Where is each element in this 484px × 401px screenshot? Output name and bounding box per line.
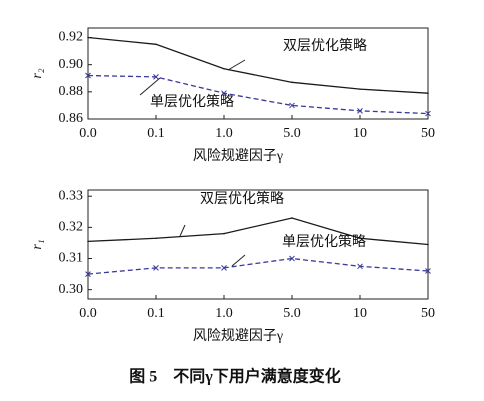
x-tick-label: 1.0 <box>215 126 233 141</box>
point-marker <box>153 265 159 271</box>
point-marker <box>357 263 363 270</box>
x-tick-label: 0.0 <box>79 126 97 141</box>
y-tick-label: 0.88 <box>59 84 84 99</box>
point-marker <box>289 255 295 262</box>
x-tick-label: 0.1 <box>147 306 165 321</box>
point <box>87 240 89 243</box>
y-tick-label: 0.86 <box>59 111 84 126</box>
point <box>155 237 157 240</box>
point <box>223 67 225 70</box>
point <box>359 88 361 90</box>
point-marker <box>85 72 91 79</box>
x-tick-label: 10 <box>353 126 367 141</box>
point-marker <box>357 107 363 114</box>
point-marker <box>425 110 431 117</box>
x-tick-label: 10 <box>353 306 367 321</box>
series-label: 双层优化策略 <box>283 37 367 54</box>
point-marker <box>425 268 431 274</box>
x-tick-label: 5.0 <box>283 126 301 141</box>
point <box>427 243 429 246</box>
y-axis-label: r₁ <box>30 239 45 249</box>
y-tick-label: 0.92 <box>59 30 84 45</box>
label-leader <box>227 59 246 71</box>
point-marker <box>85 271 91 277</box>
x-axis-label: 风险规避因子γ <box>193 148 283 164</box>
point-marker <box>221 265 227 271</box>
caption: 图 5 不同γ下用户满意度变化 <box>129 367 341 386</box>
point <box>223 232 225 235</box>
x-tick-label: 50 <box>421 306 435 321</box>
point-marker <box>289 102 295 109</box>
series-label: 双层优化策略 <box>200 190 284 207</box>
point-marker <box>221 90 227 97</box>
label-leader <box>179 224 186 237</box>
y-tick-label: 0.31 <box>59 251 84 266</box>
point <box>291 81 293 84</box>
point <box>359 237 361 240</box>
point <box>291 217 293 219</box>
point <box>427 92 429 94</box>
label-leader <box>231 254 246 267</box>
x-tick-label: 1.0 <box>215 306 233 321</box>
series-label: 单层优化策略 <box>282 233 366 250</box>
y-tick-label: 0.32 <box>59 220 84 235</box>
x-tick-label: 0.0 <box>79 306 97 321</box>
point <box>87 36 89 39</box>
series-line <box>87 36 429 94</box>
y-tick-label: 0.30 <box>59 282 84 297</box>
series-line <box>87 74 429 115</box>
plot-frame <box>87 27 429 120</box>
x-tick-label: 0.1 <box>147 126 165 141</box>
x-tick-label: 5.0 <box>283 306 301 321</box>
y-tick-label: 0.33 <box>59 188 84 203</box>
y-tick-label: 0.90 <box>59 57 84 72</box>
y-axis-label: r₂ <box>30 68 45 78</box>
series-line <box>87 257 429 275</box>
point-marker <box>153 74 159 80</box>
series-label: 单层优化策略 <box>150 93 234 110</box>
point <box>155 43 157 46</box>
x-axis-label: 风险规避因子γ <box>193 328 283 344</box>
series-line <box>87 217 429 246</box>
x-tick-label: 50 <box>421 126 435 141</box>
label-leader <box>139 77 161 96</box>
